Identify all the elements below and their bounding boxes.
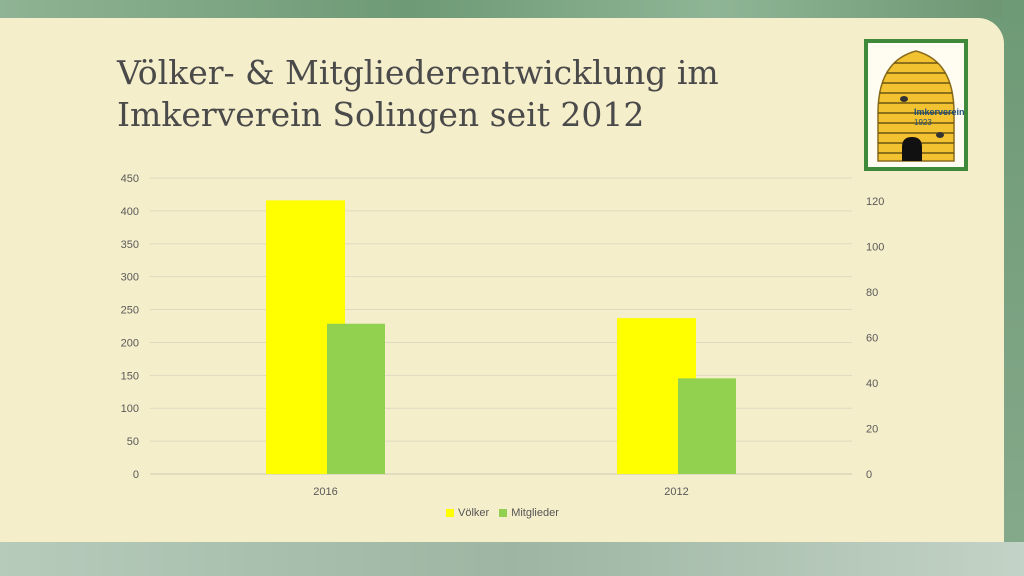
left-tick-label: 250 xyxy=(121,305,139,317)
legend: Völker Mitglieder xyxy=(446,505,559,521)
beehive-icon: Imkerverein 1923 xyxy=(877,50,964,162)
slide-frame-bottom xyxy=(0,542,1024,576)
gridlines xyxy=(150,177,852,475)
legend-item-voelker: Völker xyxy=(446,507,489,519)
left-tick-label: 400 xyxy=(121,206,139,218)
left-tick-label: 450 xyxy=(121,173,139,185)
right-tick-label: 60 xyxy=(866,332,878,344)
legend-swatch-voelker xyxy=(446,509,454,517)
right-tick-label: 0 xyxy=(866,469,872,481)
chart: 0 50 100 150 200 250 300 350 400 450 0 20 40 60 80 100… xyxy=(121,173,885,498)
legend-swatch-mitglieder xyxy=(499,509,508,517)
category-labels: 2016 2012 xyxy=(313,486,688,498)
left-tick-label: 100 xyxy=(121,403,139,415)
left-tick-label: 0 xyxy=(133,469,139,481)
left-tick-label: 350 xyxy=(121,239,139,251)
left-tick-label: 200 xyxy=(121,337,139,349)
right-tick-label: 120 xyxy=(866,196,884,208)
category-label: 2016 xyxy=(313,486,337,498)
logo-text-name: Imkerverein xyxy=(914,107,964,117)
beehive-logo: Imkerverein 1923 xyxy=(864,39,968,171)
left-axis-ticks: 0 50 100 150 200 250 300 350 400 450 xyxy=(121,173,139,481)
slide-frame-top xyxy=(0,0,1024,18)
legend-item-mitglieder: Mitglieder xyxy=(499,507,559,519)
page-title: Völker- & Mitgliederentwicklung im Imker… xyxy=(117,53,719,134)
right-axis-ticks: 0 20 40 60 80 100 120 xyxy=(866,196,884,481)
legend-label-mitglieder: Mitglieder xyxy=(511,507,559,519)
bars xyxy=(266,200,736,474)
logo-text-year: 1923 xyxy=(914,118,932,127)
right-tick-label: 40 xyxy=(866,378,878,390)
right-tick-label: 100 xyxy=(866,241,884,253)
slide-canvas xyxy=(0,18,1004,542)
right-tick-label: 20 xyxy=(866,423,878,435)
right-tick-label: 80 xyxy=(866,287,878,299)
category-label: 2012 xyxy=(664,486,688,498)
left-tick-label: 150 xyxy=(121,370,139,382)
left-tick-label: 300 xyxy=(121,272,139,284)
slide-frame-right xyxy=(1002,0,1024,576)
bar-mitglieder xyxy=(678,378,736,474)
legend-label-voelker: Völker xyxy=(458,507,490,519)
bar-mitglieder xyxy=(327,323,385,474)
left-tick-label: 50 xyxy=(127,436,139,448)
